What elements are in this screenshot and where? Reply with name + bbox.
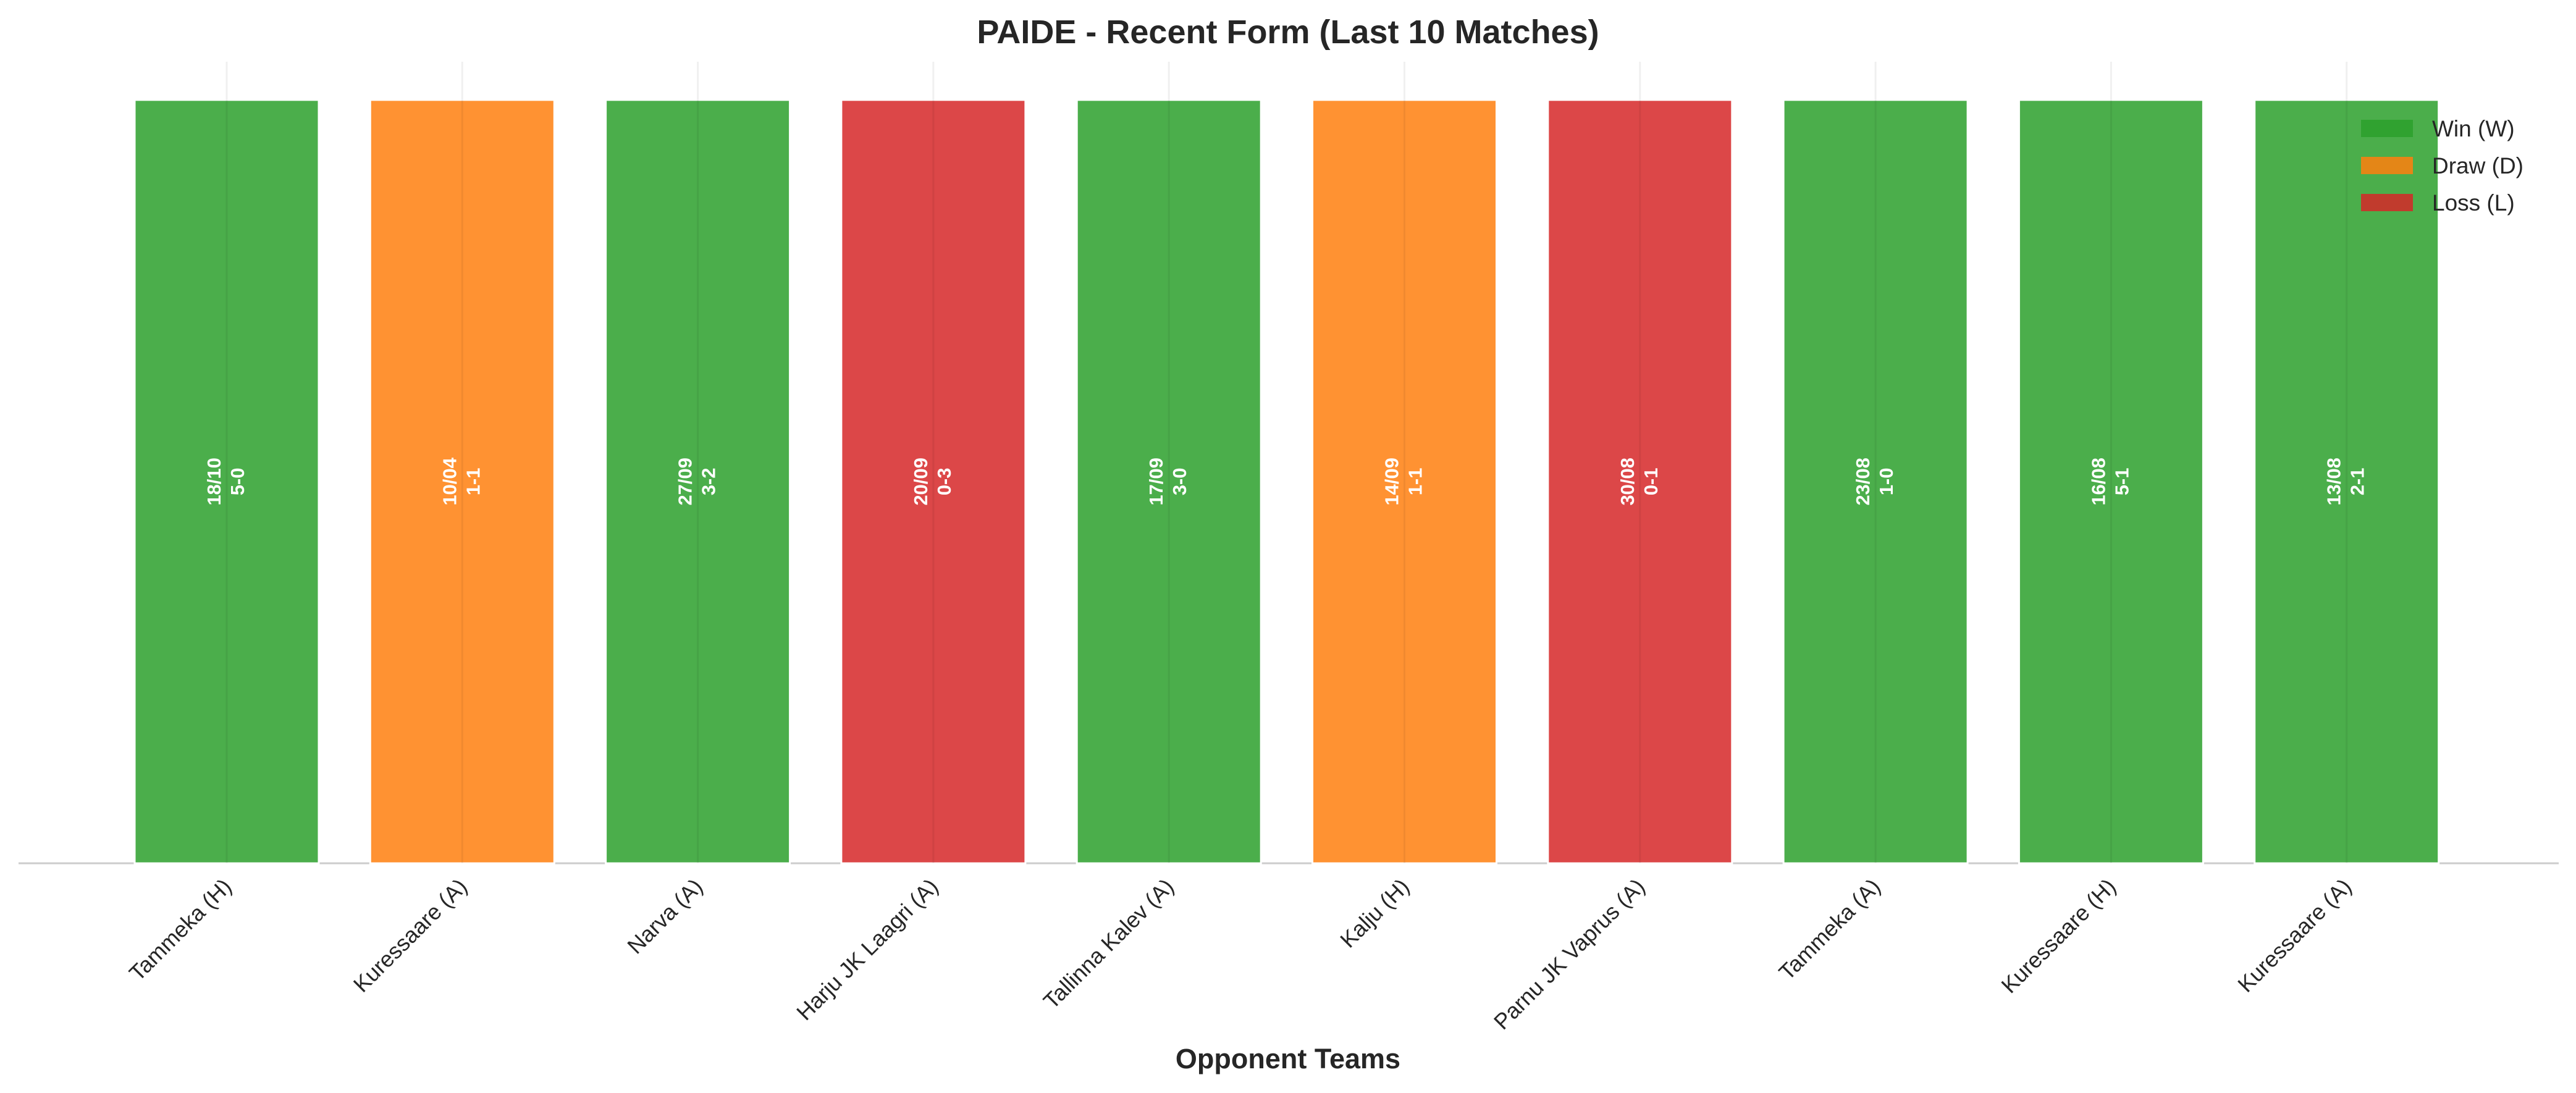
bar — [1075, 99, 1262, 865]
legend-swatch — [2361, 120, 2413, 137]
x-tick-label: Kuressaare (H) — [1996, 874, 2121, 999]
match-date: 10/04 — [439, 457, 460, 505]
legend-label: Loss (L) — [2432, 190, 2515, 216]
x-tick-label: Narva (A) — [622, 874, 707, 959]
match-date: 16/08 — [2087, 458, 2109, 506]
match-score: 3-2 — [698, 467, 720, 495]
bar — [2254, 99, 2440, 865]
match-score: 0-1 — [1640, 467, 1662, 495]
legend-label: Draw (D) — [2432, 153, 2523, 178]
bar — [1782, 99, 1969, 865]
x-tick-label: Parnu JK Vaprus (A) — [1489, 874, 1650, 1035]
match-date: 30/08 — [1617, 458, 1638, 506]
match-date: 14/09 — [1381, 458, 1403, 506]
x-tick-label: Tallinna Kalev (A) — [1038, 874, 1179, 1014]
match-score: 0-3 — [933, 467, 955, 495]
legend-swatch — [2361, 194, 2413, 211]
bar — [605, 99, 791, 865]
x-tick-label: Tammeka (H) — [124, 874, 237, 986]
bar — [133, 99, 320, 865]
bar — [1547, 99, 1733, 865]
bar — [1311, 99, 1497, 865]
match-date: 23/08 — [1852, 458, 1874, 506]
match-score: 1-1 — [1405, 467, 1426, 495]
match-date: 27/09 — [675, 458, 696, 506]
x-tick-label: Tammeka (A) — [1774, 874, 1885, 985]
match-score: 1-0 — [1875, 467, 1897, 495]
match-score: 5-0 — [227, 467, 248, 495]
match-date: 20/09 — [910, 458, 932, 506]
match-score: 1-1 — [462, 467, 484, 495]
bar — [369, 99, 555, 865]
match-date: 13/08 — [2323, 458, 2345, 506]
match-score: 2-1 — [2347, 467, 2368, 495]
match-date: 17/09 — [1145, 458, 1167, 506]
match-score: 5-1 — [2111, 467, 2132, 495]
x-axis-label: Opponent Teams — [1176, 1043, 1400, 1074]
legend-swatch — [2361, 157, 2413, 174]
legend-label: Win (W) — [2432, 116, 2515, 141]
x-tick-label: Kuressaare (A) — [2233, 874, 2356, 997]
chart-title: PAIDE - Recent Form (Last 10 Matches) — [977, 14, 1599, 51]
bar — [2018, 99, 2204, 865]
match-score: 3-0 — [1169, 467, 1190, 495]
bar — [840, 99, 1027, 865]
x-tick-label: Kuressaare (A) — [348, 874, 472, 997]
match-date: 18/10 — [203, 458, 225, 506]
x-tick-label: Harju JK Laagri (A) — [791, 874, 943, 1025]
x-tick-label: Kalju (H) — [1335, 874, 1414, 953]
